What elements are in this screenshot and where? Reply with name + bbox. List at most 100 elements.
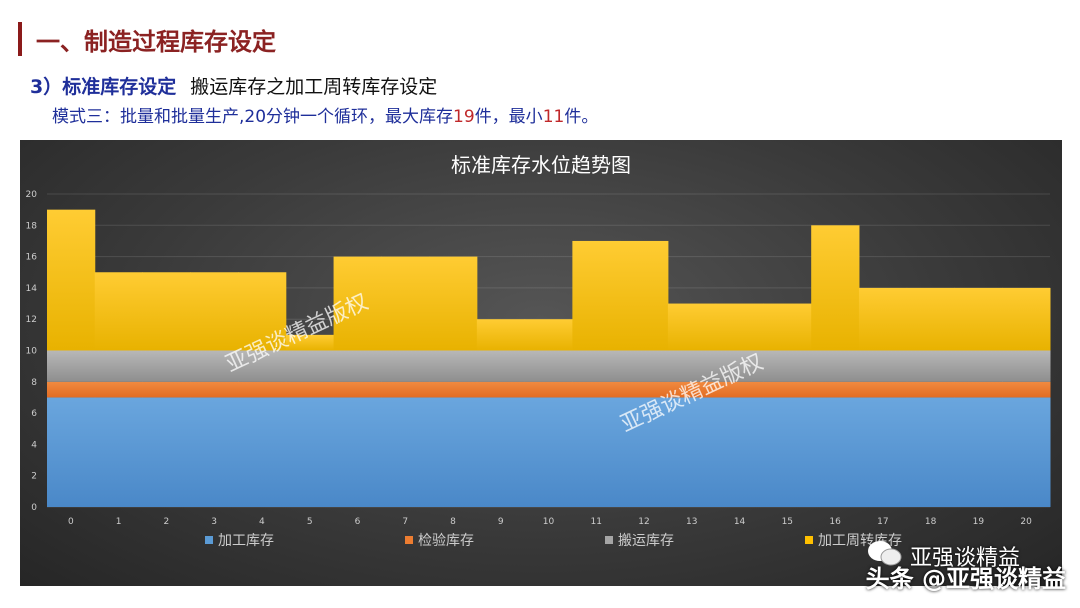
bar-1-6 [333,381,382,398]
bar-3-19 [954,287,1003,351]
bar-3-2 [142,272,191,351]
page-title: 一、制造过程库存设定 [36,28,276,56]
y-tick-label: 18 [26,221,38,231]
bar-3-15 [763,303,812,351]
bar-0-11 [572,397,621,507]
desc-text: 件，最小 [474,107,543,127]
x-tick-label: 10 [543,517,555,527]
bar-3-17 [858,287,908,351]
bar-2-16 [811,350,860,382]
bar-3-18 [906,287,955,351]
bar-3-0 [47,209,96,351]
x-tick-label: 13 [686,517,697,527]
y-tick-label: 16 [26,253,38,263]
x-tick-label: 17 [877,517,888,527]
y-tick-label: 10 [26,347,38,357]
bar-0-9 [476,397,526,507]
mode-description: 模式三：批量和批量生产,20分钟一个循环，最大库存19件，最小11件。 [52,102,598,127]
bar-3-7 [381,256,430,351]
y-tick-label: 0 [31,503,37,513]
x-tick-label: 8 [450,517,456,527]
bar-3-11 [572,240,621,351]
x-tick-label: 9 [498,517,504,527]
bar-1-0 [47,381,96,398]
bar-2-9 [476,350,526,382]
bar-2-20 [1002,350,1051,382]
x-tick-label: 5 [307,517,313,527]
bar-1-12 [620,381,669,398]
bar-1-11 [572,381,621,398]
bar-1-10 [524,381,573,398]
bar-0-20 [1002,397,1051,507]
title-accent-bar [18,22,22,56]
bar-0-7 [381,397,430,507]
chart: 标准库存水位趋势图 0 2 4 6 8 10 12 14 16 18 20 0 1 2 3 4 5 6 7 8 9 10 1… [20,140,1062,586]
bar-1-8 [429,381,478,398]
bar-3-9 [476,319,526,351]
bar-3-12 [620,240,669,351]
bar-1-17 [858,381,908,398]
y-tick-label: 6 [31,409,37,419]
chart-title: 标准库存水位趋势图 [451,153,631,177]
x-tick-label: 15 [782,517,793,527]
bar-1-14 [715,381,764,398]
bar-0-3 [190,397,239,507]
x-tick-label: 18 [925,517,937,527]
section-subtitle: 搬运库存之加工周转库存设定 [190,76,438,98]
bar-1-20 [1002,381,1051,398]
brand-watermark: 亚强谈精益 [910,546,1021,571]
y-tick-label: 20 [26,190,38,200]
bar-0-0 [47,397,96,507]
bar-3-16 [811,225,860,351]
bar-0-4 [238,397,287,507]
desc-text: 件。 [564,107,599,127]
bar-2-5 [285,350,335,382]
bar-1-18 [906,381,955,398]
x-tick-label: 20 [1020,517,1032,527]
bar-0-16 [811,397,860,507]
bar-1-3 [190,381,239,398]
bar-2-1 [94,350,144,382]
max-value: 19 [453,107,475,127]
bar-1-16 [811,381,860,398]
x-tick-label: 4 [259,517,265,527]
legend-label: 检验库存 [418,533,474,549]
bar-1-1 [94,381,144,398]
x-tick-label: 19 [973,517,985,527]
bar-1-13 [667,381,717,398]
x-tick-label: 3 [211,517,217,527]
bar-2-14 [715,350,764,382]
bar-0-8 [429,397,478,507]
section-heading: 3）标准库存设定 搬运库存之加工周转库存设定 [30,72,437,99]
bar-1-5 [285,381,335,398]
desc-text: 模式三：批量和批量生产,20分钟一个循环，最大库存 [52,107,454,127]
bar-2-17 [858,350,908,382]
bar-2-13 [667,350,717,382]
toutiao-watermark: 头条 @亚强谈精益 [865,565,1066,593]
bar-0-5 [285,397,335,507]
bar-0-19 [954,397,1003,507]
legend-swatch [205,536,213,544]
legend-swatch [605,536,613,544]
bar-2-6 [333,350,382,382]
x-tick-label: 11 [591,517,602,527]
bar-2-19 [954,350,1003,382]
bar-1-4 [238,381,287,398]
bar-0-1 [94,397,144,507]
x-tick-label: 16 [829,517,841,527]
bar-2-0 [47,350,96,382]
x-tick-label: 6 [355,517,361,527]
bar-0-6 [333,397,382,507]
bar-3-13 [667,303,717,351]
bar-1-2 [142,381,191,398]
x-tick-label: 12 [638,517,649,527]
bar-3-10 [524,319,573,351]
bar-0-10 [524,397,573,507]
bar-3-4 [238,272,287,351]
x-tick-label: 1 [116,517,122,527]
bar-3-14 [715,303,764,351]
legend-label: 搬运库存 [618,533,674,549]
y-tick-label: 2 [31,472,37,482]
y-tick-label: 8 [31,378,37,388]
